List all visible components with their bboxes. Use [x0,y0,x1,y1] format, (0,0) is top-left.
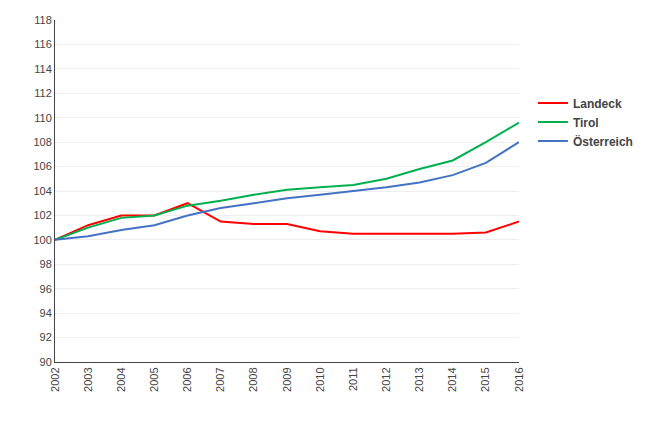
svg-text:Österreich: Österreich [573,134,633,149]
svg-text:102: 102 [33,209,51,221]
svg-text:2003: 2003 [82,367,94,391]
svg-text:2005: 2005 [148,367,160,391]
svg-text:92: 92 [40,331,52,343]
svg-text:108: 108 [33,136,51,148]
svg-text:2004: 2004 [115,367,127,391]
svg-text:2015: 2015 [479,367,491,391]
svg-text:100: 100 [33,234,51,246]
svg-text:Tirol: Tirol [573,116,599,130]
svg-text:94: 94 [40,307,52,319]
svg-text:110: 110 [34,112,52,124]
svg-text:Landeck: Landeck [573,97,622,111]
svg-text:96: 96 [40,283,52,295]
svg-text:118: 118 [34,14,52,26]
svg-text:2016: 2016 [513,367,525,391]
svg-text:112: 112 [34,87,52,99]
svg-text:116: 116 [34,38,52,50]
svg-text:2013: 2013 [413,367,425,391]
svg-text:2009: 2009 [281,367,293,391]
svg-text:2011: 2011 [347,367,359,391]
svg-text:104: 104 [33,185,51,197]
svg-text:2012: 2012 [380,367,392,391]
svg-text:2002: 2002 [49,367,61,391]
svg-text:90: 90 [40,356,52,368]
svg-text:2008: 2008 [247,367,259,391]
svg-text:106: 106 [33,160,51,172]
svg-text:2014: 2014 [446,367,458,391]
svg-text:114: 114 [34,63,52,75]
svg-text:2006: 2006 [181,367,193,391]
svg-text:98: 98 [40,258,52,270]
svg-text:2007: 2007 [214,367,226,391]
svg-text:2010: 2010 [314,367,326,391]
